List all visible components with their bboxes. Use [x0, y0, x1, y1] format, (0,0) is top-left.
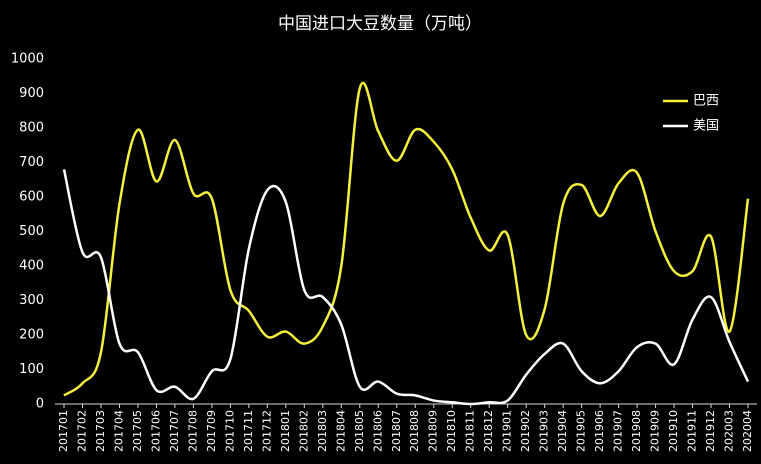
y-tick-label: 200 [19, 328, 44, 343]
x-tick-label: 201704 [112, 410, 125, 452]
legend-label: 巴西 [693, 94, 719, 109]
x-tick-label: 201702 [75, 410, 88, 452]
x-tick-label: 201903 [538, 410, 551, 452]
x-tick-label: 201908 [630, 410, 643, 452]
x-tick-label: 201902 [519, 410, 532, 452]
series-line [62, 169, 750, 406]
x-tick-label: 201912 [704, 410, 717, 452]
x-tick-label: 201712 [260, 410, 273, 452]
x-tick-label: 201911 [686, 410, 699, 452]
x-tick-label: 201708 [186, 410, 199, 452]
x-tick-label: 202003 [723, 410, 736, 452]
x-tick-label: 201703 [94, 410, 107, 452]
x-tick-label: 201805 [353, 410, 366, 452]
x-tick-label: 201706 [149, 410, 162, 452]
x-tick-label: 201701 [57, 410, 70, 452]
x-tick-label: 201807 [390, 410, 403, 452]
y-tick-label: 0 [36, 397, 44, 412]
x-tick-label: 201812 [482, 410, 495, 452]
y-tick-label: 400 [19, 259, 44, 274]
x-tick-label: 201810 [445, 410, 458, 452]
chart-title: 中国进口大豆数量（万吨） [278, 14, 482, 34]
y-tick-label: 500 [19, 224, 44, 239]
x-tick-label: 201806 [371, 410, 384, 452]
y-tick-label: 1000 [11, 52, 44, 67]
x-tick-label: 201808 [408, 410, 421, 452]
x-tick-label: 201809 [427, 410, 440, 452]
y-tick-label: 900 [19, 86, 44, 101]
x-tick-label: 201710 [223, 410, 236, 452]
x-tick-label: 201709 [205, 410, 218, 452]
y-tick-label: 300 [19, 293, 44, 308]
x-tick-label: 201811 [464, 410, 477, 452]
x-tick-label: 201910 [667, 410, 680, 452]
x-tick-label: 201705 [131, 410, 144, 452]
x-tick-label: 201803 [316, 410, 329, 452]
x-tick-label: 201901 [501, 410, 514, 452]
y-tick-label: 600 [19, 190, 44, 205]
x-tick-label: 201906 [593, 410, 606, 452]
y-tick-label: 100 [19, 362, 44, 377]
x-tick-label: 201904 [556, 410, 569, 452]
x-tick-label: 201905 [575, 410, 588, 452]
x-tick-label: 201801 [279, 410, 292, 452]
y-tick-label: 700 [19, 155, 44, 170]
x-tick-label: 201907 [612, 410, 625, 452]
x-tick-label: 201707 [168, 410, 181, 452]
x-tick-label: 201909 [649, 410, 662, 452]
x-tick-label: 201804 [334, 410, 347, 452]
y-tick-label: 800 [19, 121, 44, 136]
x-tick-label: 202004 [741, 410, 754, 452]
legend-label: 美国 [693, 119, 719, 134]
series-line [63, 81, 750, 397]
x-tick-label: 201711 [242, 410, 255, 452]
x-tick-label: 201802 [297, 410, 310, 452]
